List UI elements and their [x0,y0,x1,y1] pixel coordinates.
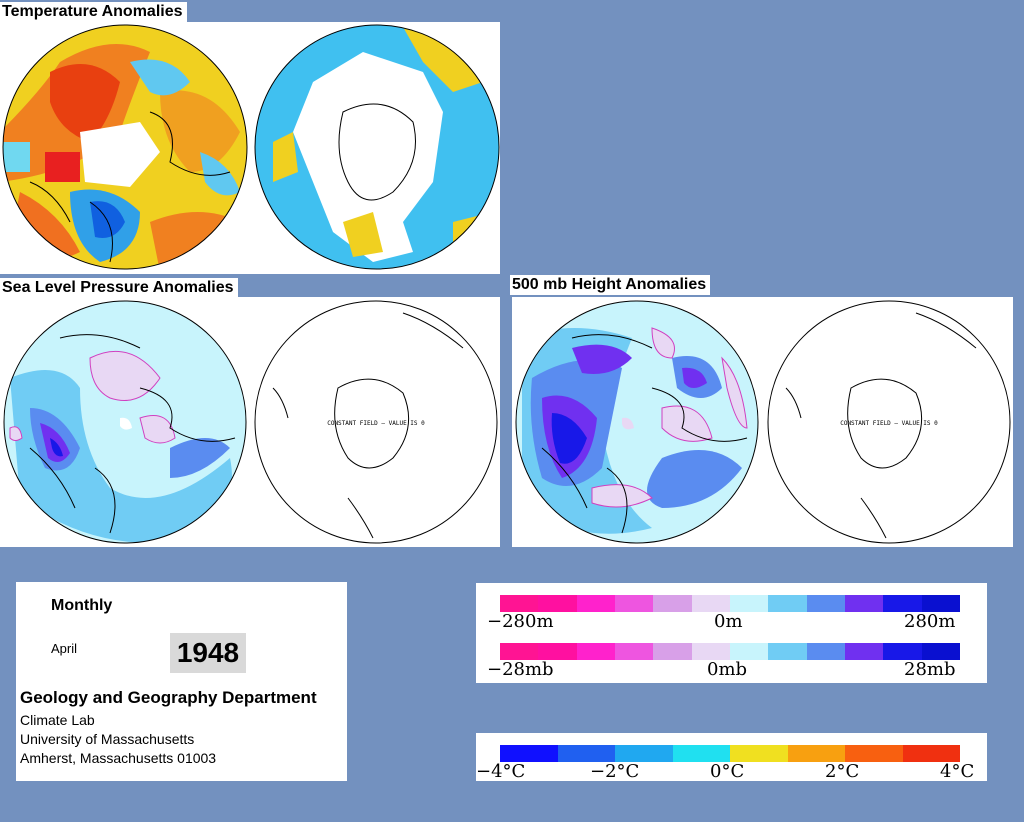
temp-tick-0: −4°C [476,761,526,782]
slp-constant-field-label: CONSTANT FIELD – VALUE IS 0 [327,420,425,427]
slp-map-north [0,298,250,546]
info-box [16,582,347,781]
height500-constant-field-label: CONSTANT FIELD – VALUE IS 0 [840,420,938,427]
height-legend-swatch [576,595,615,612]
slp-title: Sea Level Pressure Anomalies [0,278,238,298]
department-label: Geology and Geography Department [20,688,317,707]
pressure-legend-swatch [614,643,654,660]
year-label: 1948 [170,633,246,673]
temperature-legend-swatch [902,745,960,762]
height-legend-swatch [653,595,692,612]
height-legend-swatch [614,595,654,612]
temp-tick-4: 4°C [940,761,975,782]
period-label: Monthly [51,597,113,614]
height500-title: 500 mb Height Anomalies [510,275,711,295]
temperature-legend-bar [500,745,960,762]
temperature-legend-swatch [845,745,903,762]
temp-tick-3: 2°C [825,761,860,782]
temp-tick-2: 0°C [710,761,745,782]
height-legend-swatch [538,595,577,612]
temperature-legend-swatch [557,745,615,762]
temperature-map-south [253,22,501,272]
height-legend-swatch [729,595,769,612]
pressure-legend-swatch [500,643,539,660]
temperature-legend-swatch [500,745,558,762]
height500-map-south: CONSTANT FIELD – VALUE IS 0 [766,298,1013,546]
pressure-tick-max: 28mb [904,659,956,680]
height-tick-max: 280m [904,611,956,632]
pressure-legend-swatch [538,643,577,660]
height500-map-north [512,298,762,546]
pressure-legend-swatch [883,643,922,660]
lab-label: Climate Lab [20,712,95,728]
temperature-legend-swatch [730,745,788,762]
pressure-tick-mid: 0mb [707,659,748,680]
temperature-legend-swatch [787,745,845,762]
height-legend-swatch [921,595,960,612]
height-legend-swatch [500,595,539,612]
pressure-legend-swatch [921,643,960,660]
temp-tick-1: −2°C [590,761,640,782]
height-tick-min: −280m [487,611,554,632]
height-legend-bar [500,595,960,612]
height-legend-swatch [844,595,884,612]
slp-map-south: CONSTANT FIELD – VALUE IS 0 [253,298,500,546]
pressure-legend-swatch [653,643,692,660]
height-legend-swatch [768,595,807,612]
height-legend-swatch [806,595,845,612]
pressure-legend-swatch [844,643,884,660]
height-tick-mid: 0m [714,611,743,632]
temperature-legend-swatch [672,745,730,762]
month-label: April [51,641,78,656]
pressure-legend-swatch [729,643,769,660]
temperature-title: Temperature Anomalies [0,2,187,22]
address-label: Amherst, Massachusetts 01003 [20,750,217,766]
university-label: University of Massachusetts [20,731,195,747]
temperature-map-north [0,22,250,272]
temperature-legend-swatch [615,745,673,762]
pressure-legend-swatch [691,643,730,660]
height-legend-swatch [883,595,922,612]
pressure-tick-min: −28mb [487,659,554,680]
pressure-legend-bar [500,643,960,660]
height-legend-swatch [691,595,730,612]
pressure-legend-swatch [806,643,845,660]
pressure-legend-swatch [576,643,615,660]
pressure-legend-swatch [768,643,807,660]
